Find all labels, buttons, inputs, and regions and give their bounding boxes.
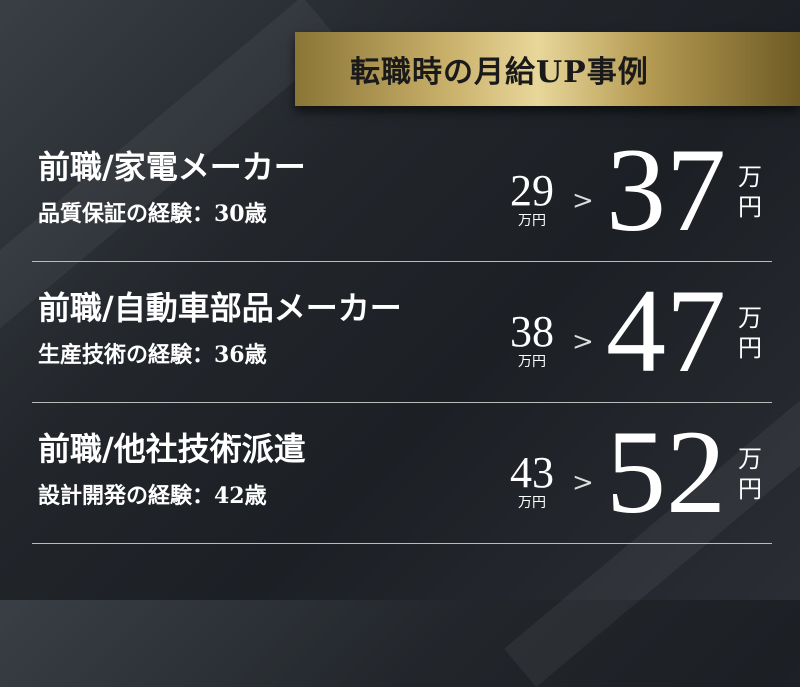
salary-before: 38 万円 xyxy=(500,309,564,371)
chevron-right-icon: > xyxy=(572,186,594,216)
before-value: 29 xyxy=(510,166,554,215)
banner-title: 転職時の月給UP事例 xyxy=(350,55,649,90)
case-subtitle: 設計開発の経験：42歳 xyxy=(38,483,267,509)
case-subtitle: 品質保証の経験：30歳 xyxy=(38,201,267,227)
before-unit: 万円 xyxy=(518,496,546,511)
salary-before: 43 万円 xyxy=(500,450,564,512)
after-unit: 万円 xyxy=(738,445,762,503)
case-title: 前職/自動車部品メーカー xyxy=(38,289,402,327)
before-value: 38 xyxy=(510,307,554,356)
after-value: 37 xyxy=(606,130,726,250)
case-row: 前職/自動車部品メーカー 生産技術の経験：36歳 38 万円 > 47 万円 xyxy=(32,261,772,403)
after-value: 52 xyxy=(606,412,726,532)
before-value: 43 xyxy=(510,448,554,497)
case-row: 前職/他社技術派遣 設計開発の経験：42歳 43 万円 > 52 万円 xyxy=(32,402,772,544)
before-unit: 万円 xyxy=(518,214,546,229)
salary-before: 29 万円 xyxy=(500,168,564,230)
after-value: 47 xyxy=(606,271,726,391)
case-row: 前職/家電メーカー 品質保証の経験：30歳 29 万円 > 37 万円 xyxy=(32,120,772,262)
before-unit: 万円 xyxy=(518,355,546,370)
after-unit: 万円 xyxy=(738,304,762,362)
case-subtitle: 生産技術の経験：36歳 xyxy=(38,342,267,368)
case-title: 前職/家電メーカー xyxy=(38,148,306,186)
after-unit: 万円 xyxy=(738,163,762,221)
title-banner: 転職時の月給UP事例 xyxy=(295,32,800,106)
case-title: 前職/他社技術派遣 xyxy=(38,430,306,468)
chevron-right-icon: > xyxy=(572,468,594,498)
chevron-right-icon: > xyxy=(572,327,594,357)
